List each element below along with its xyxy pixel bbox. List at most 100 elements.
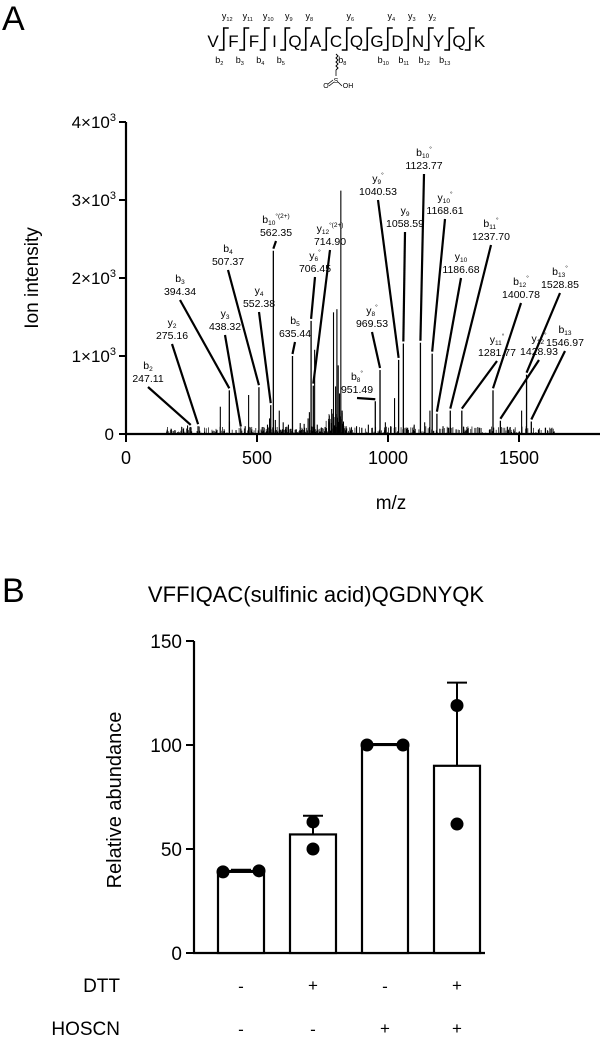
- peak-mz-value: 635.44: [279, 328, 311, 340]
- residue-q: Q: [288, 32, 301, 51]
- bar-chart-bars: [216, 681, 482, 955]
- x-tick-label: 1500: [499, 448, 539, 468]
- leader-line: [370, 331, 382, 369]
- peak-mz-value: 1428.93: [520, 346, 558, 358]
- y-tick-label: 0: [171, 944, 182, 965]
- y-tick-label: 3×103: [72, 190, 116, 210]
- ion-label: b4: [256, 55, 264, 67]
- y-tick-label: 2×103: [72, 268, 116, 288]
- leader-line: [309, 276, 317, 320]
- peak-mz-value: 438.32: [209, 321, 241, 333]
- ion-label: y8°: [366, 303, 378, 318]
- bar: [216, 870, 266, 955]
- ion-label: b10°: [416, 145, 432, 160]
- cleavage-bracket: [423, 27, 434, 51]
- leader-line: [312, 249, 332, 384]
- double-bond: [327, 79, 334, 85]
- plus-sign: +: [452, 1019, 462, 1038]
- ion-label: y12°: [531, 331, 546, 346]
- data-point: [450, 817, 464, 831]
- cleavage-bracket: [321, 27, 332, 51]
- peak-mz-value: 1546.97: [546, 337, 584, 349]
- peak-mz-value: 1168.61: [426, 205, 463, 217]
- bar-group: [360, 738, 410, 955]
- ion-label: y11: [243, 11, 253, 23]
- leader-line: [147, 386, 192, 426]
- minus-sign: -: [382, 977, 388, 996]
- condition-label: HOSCN: [51, 1019, 120, 1039]
- ion-label: y10: [263, 11, 274, 23]
- ion-label: b10: [378, 55, 389, 67]
- cleavage-bracket: [403, 27, 414, 51]
- minus-sign: -: [238, 977, 244, 996]
- peak-mz-value: 706.45: [299, 263, 331, 275]
- ion-label: y4: [255, 285, 264, 298]
- ion-label: y9: [401, 205, 410, 218]
- ion-label: y8: [305, 11, 313, 23]
- residue-i: I: [272, 32, 277, 51]
- peak-mz-value: 247.11: [132, 373, 163, 385]
- panel-a-label: A: [2, 0, 25, 38]
- panel-b-title: VFFIQAC(sulfinic acid)QGDNYQK: [147, 582, 485, 607]
- peak-mz-value: 1123.77: [405, 160, 442, 172]
- peak-mz-value: 1237.70: [472, 231, 510, 243]
- peak-mz-value: 552.38: [243, 298, 275, 310]
- peak-mz-value: 969.53: [356, 318, 388, 330]
- peak-mz-value: 1040.53: [359, 186, 397, 198]
- leader-line: [356, 396, 376, 401]
- data-point: [306, 815, 320, 829]
- peak-mz-value: 275.16: [156, 330, 188, 342]
- ion-label: y10°: [437, 190, 452, 205]
- peak-mz-value: 562.35: [260, 227, 292, 239]
- leader-line: [419, 173, 426, 341]
- data-point: [306, 842, 320, 856]
- bar: [288, 833, 338, 955]
- ion-label: y9: [285, 11, 293, 23]
- ion-label: b5: [277, 55, 285, 67]
- leader-line: [435, 277, 463, 412]
- leader-line: [431, 218, 447, 352]
- ion-label: y2: [168, 317, 177, 330]
- ion-label: b11°: [483, 216, 499, 231]
- ion-label: b11: [398, 55, 409, 67]
- leader-line: [257, 311, 272, 404]
- y-axis-title: Ion intensity: [22, 227, 43, 329]
- data-point: [450, 698, 464, 712]
- ion-label: y4: [387, 11, 395, 23]
- leader-line: [272, 240, 278, 250]
- ion-label: y3: [408, 11, 416, 23]
- ion-label: b13: [439, 55, 450, 67]
- leader-line: [170, 343, 200, 425]
- y-tick-label: 150: [150, 632, 182, 653]
- ion-label: b3: [236, 55, 244, 67]
- residue-f: F: [249, 32, 259, 51]
- bar-group: [288, 814, 338, 955]
- peak-mz-value: 1400.78: [502, 289, 540, 301]
- cleavage-bracket: [218, 27, 229, 51]
- ion-label: b12°: [513, 274, 529, 289]
- ion-label: y9°: [372, 171, 384, 186]
- leader-line: [530, 350, 566, 421]
- bar-chart-axes: 0 50 100 150 Relative abundance: [104, 632, 485, 965]
- data-point: [396, 738, 410, 752]
- peak-mz-value: 1186.68: [442, 264, 479, 276]
- cleavage-bracket: [464, 27, 475, 51]
- ion-label: b4: [223, 243, 233, 256]
- residue-y: Y: [433, 32, 444, 51]
- ion-label: b2: [215, 55, 223, 67]
- residue-c: C: [330, 32, 342, 51]
- x-tick-label: 1000: [368, 448, 408, 468]
- wavy-bond-icon: [335, 53, 339, 71]
- ion-label: y6: [346, 11, 354, 23]
- y-tick-label: 4×103: [72, 112, 116, 132]
- y-tick-label: 0: [105, 425, 114, 444]
- ion-label: b5: [290, 315, 300, 328]
- ion-label: b13: [558, 324, 571, 337]
- ion-label: b8: [338, 55, 346, 67]
- double-bond: [328, 81, 335, 87]
- leader-line: [491, 302, 523, 389]
- peak-mz-value: 507.37: [212, 256, 244, 268]
- cleavage-bracket: [382, 27, 393, 51]
- data-point: [360, 738, 374, 752]
